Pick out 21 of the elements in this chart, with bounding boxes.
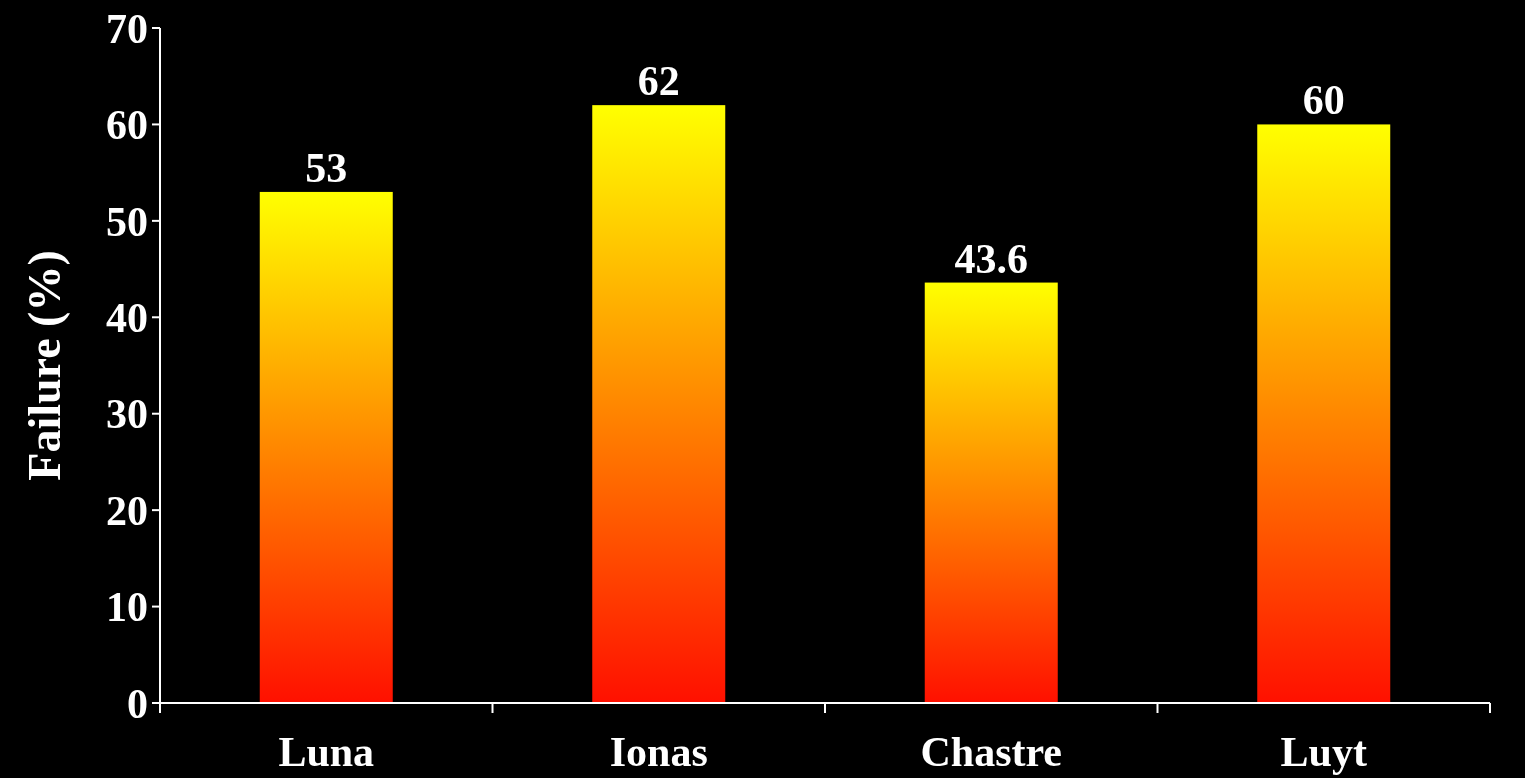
bar	[924, 282, 1058, 703]
x-tick-label: Chastre	[920, 729, 1063, 775]
bar	[259, 191, 393, 703]
y-tick-label: 20	[106, 487, 148, 534]
x-tick-label: Ionas	[609, 729, 708, 775]
y-tick-label: 60	[106, 102, 148, 149]
data-label: 60	[1302, 77, 1345, 124]
bar	[592, 105, 726, 703]
y-tick-label: 10	[106, 584, 148, 631]
y-tick-label: 50	[106, 198, 148, 245]
x-tick-label: Luyt	[1280, 729, 1367, 775]
data-label: 53	[305, 144, 348, 191]
data-label: 43.6	[954, 235, 1028, 282]
y-tick-label: 70	[106, 5, 148, 52]
y-tick-label: 40	[106, 294, 148, 341]
bar	[1257, 124, 1391, 703]
x-tick-label: Luna	[278, 729, 375, 775]
y-tick-label: 0	[127, 680, 148, 727]
data-label: 62	[637, 58, 680, 105]
y-tick-label: 30	[106, 391, 148, 438]
y-axis-title: Failure (%)	[19, 250, 70, 481]
